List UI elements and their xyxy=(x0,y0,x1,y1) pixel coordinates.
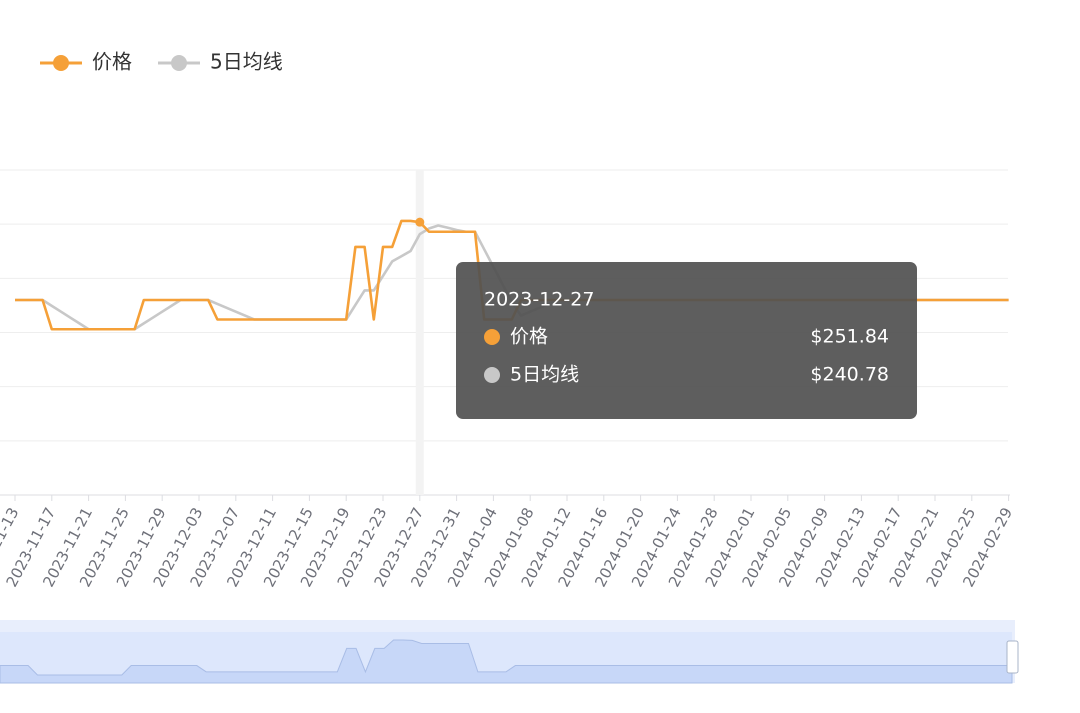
axis-pointer xyxy=(415,170,424,495)
legend-marker xyxy=(53,55,69,71)
tooltip-value: $251.84 xyxy=(810,326,889,348)
legend-marker xyxy=(171,55,187,71)
tooltip-value: $240.78 xyxy=(810,364,889,386)
legend-label: 5日均线 xyxy=(210,50,283,74)
zoom-area xyxy=(0,639,1013,684)
tooltip-marker xyxy=(484,367,500,383)
tooltip-date: 2023-12-27 xyxy=(484,289,594,311)
hover-point xyxy=(415,217,425,227)
zoom-handle[interactable] xyxy=(1006,640,1019,674)
tooltip-box xyxy=(456,262,917,419)
tooltip-series-name: 价格 xyxy=(510,326,548,348)
tooltip-series-name: 5日均线 xyxy=(510,364,579,386)
legend-label: 价格 xyxy=(92,50,132,74)
tooltip-marker xyxy=(484,329,500,345)
